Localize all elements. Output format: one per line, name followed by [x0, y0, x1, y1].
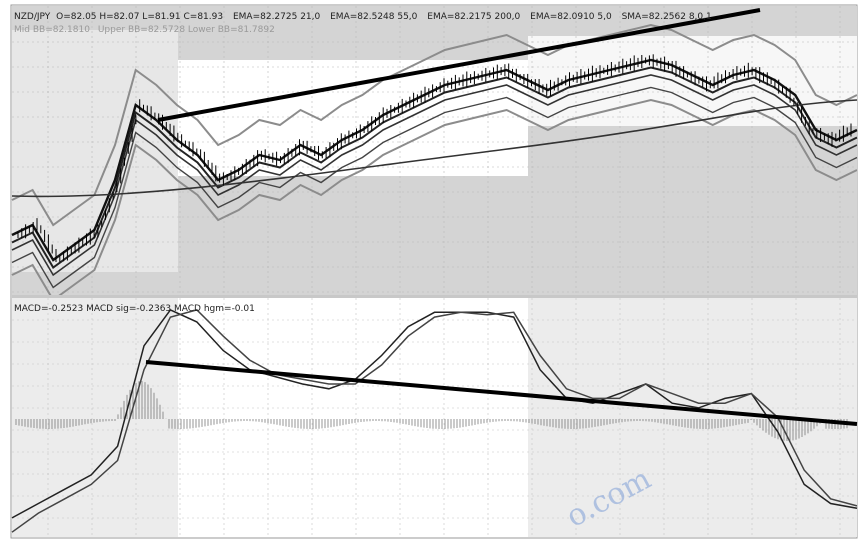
price-header-ohlc: NZD/JPY O=82.05 H=82.07 L=81.91 C=81.93 … [14, 12, 712, 22]
macd-histogram [15, 381, 848, 441]
sma-8-label: SMA=82.2562 8,0,1 [622, 12, 712, 22]
macd-signal-line [11, 309, 858, 533]
price-panel: NZD/JPY O=82.05 H=82.07 L=81.91 C=81.93 … [11, 6, 858, 302]
price-symbol: NZD/JPY [14, 12, 51, 22]
bollinger-header: Mid BB=82.1810 Upper BB=82.5728 Lower BB… [14, 25, 275, 35]
sma-8-line [11, 66, 858, 269]
ema-55-label: EMA=82.5248 55,0 [330, 12, 418, 22]
bollinger-mid-label: Mid BB=82.1810 [14, 25, 90, 35]
price-range-band [528, 36, 857, 126]
panel-divider [12, 295, 857, 298]
ema-200-label: EMA=82.2175 200,0 [427, 12, 520, 22]
ema-55-line [11, 86, 858, 289]
price-candles [17, 54, 852, 263]
ema-200-line [11, 99, 858, 198]
macd-panel: MACD=-0.2523 MACD sig=-0.2363 MACD hgm=-… [11, 298, 858, 537]
macd-header: MACD=-0.2523 MACD sig=-0.2363 MACD hgm=-… [14, 304, 255, 314]
bollinger-upper-line [11, 23, 858, 227]
macd-series [11, 308, 858, 533]
ema-5-label: EMA=82.0910 5,0 [530, 12, 612, 22]
price-range-band [12, 30, 178, 272]
bollinger-bands-label: Upper BB=82.5728 Lower BB=81.7892 [98, 25, 275, 35]
bollinger-lower-line [11, 98, 858, 302]
rising-trendline [157, 8, 761, 122]
price-ohlc: O=82.05 H=82.07 L=81.91 C=81.93 [56, 12, 223, 22]
ema-21-label: EMA=82.2725 21,0 [233, 12, 321, 22]
macd-range-band [178, 298, 528, 537]
macd-line [11, 308, 858, 519]
price-series [11, 23, 858, 302]
ema-5-line [11, 58, 858, 262]
falling-trendline [145, 360, 858, 426]
ema-21-line [11, 74, 858, 277]
